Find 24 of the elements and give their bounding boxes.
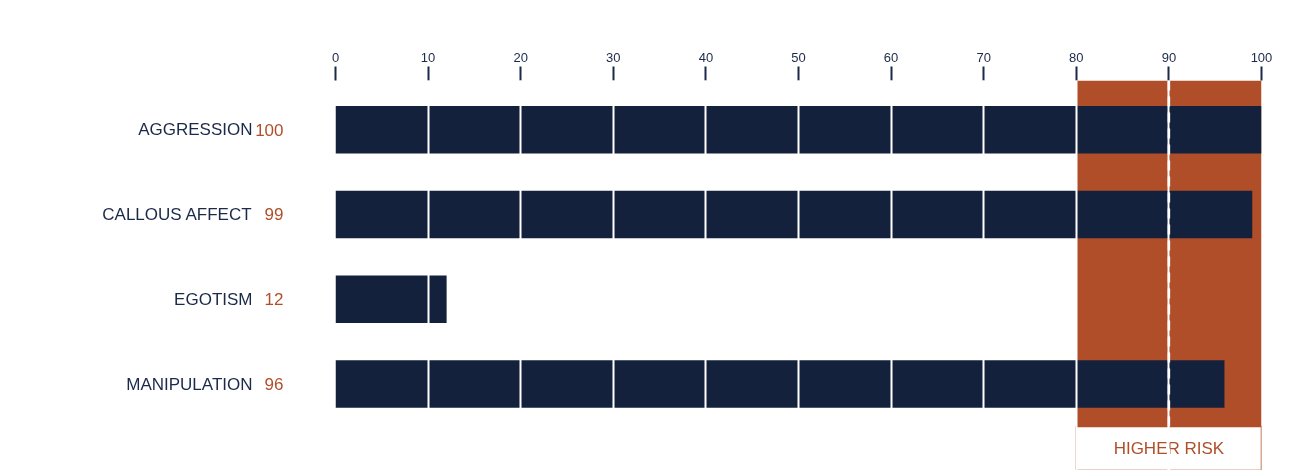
data-label: 96 (264, 375, 284, 395)
y-tick-label: AGGRESSION (138, 120, 253, 140)
data-label: 12 (264, 290, 284, 310)
x-tick-label: 80 (1069, 49, 1084, 65)
bar (335, 105, 1262, 154)
y-tick-label: CALLOUS AFFECT (102, 204, 252, 224)
band-label: HIGHER RISK (1113, 438, 1225, 458)
bar (335, 275, 447, 323)
x-tick-label: 30 (606, 49, 621, 65)
x-tick-label: 0 (331, 49, 340, 65)
x-tick-label: 90 (1161, 49, 1177, 65)
x-tick-label: 60 (883, 49, 899, 65)
bar (335, 190, 1253, 239)
x-tick-label: 100 (1250, 49, 1273, 65)
bar (335, 360, 1225, 408)
y-tick-label: EGOTISM (174, 289, 253, 309)
x-tick-label: 20 (513, 49, 528, 65)
y-tick-label: MANIPULATION (126, 374, 253, 394)
x-tick-label: 10 (420, 49, 436, 65)
data-label: 99 (264, 205, 284, 225)
x-tick-label: 40 (698, 49, 714, 65)
data-label: 100 (255, 120, 284, 140)
x-tick-label: 50 (791, 49, 806, 65)
x-tick-label: 70 (976, 49, 991, 65)
